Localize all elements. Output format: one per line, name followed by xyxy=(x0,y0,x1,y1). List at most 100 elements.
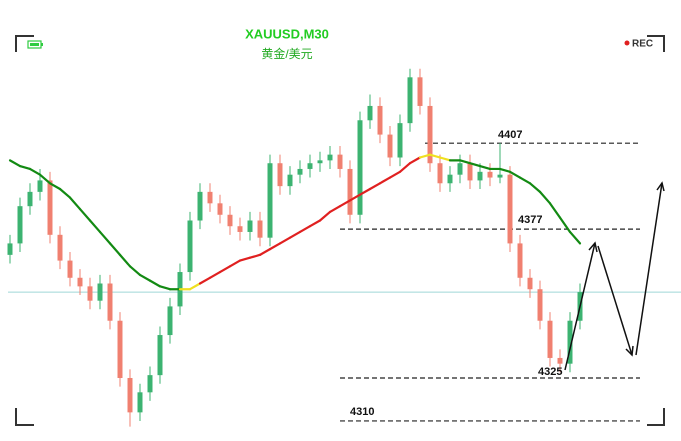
level-label: 4310 xyxy=(350,406,374,418)
candle-body xyxy=(527,277,533,290)
candle-body xyxy=(147,375,153,393)
candle-body xyxy=(447,174,453,184)
moving-average xyxy=(258,248,272,256)
corner xyxy=(15,408,34,426)
moving-average xyxy=(198,276,212,285)
candle-body xyxy=(417,77,423,106)
moving-average xyxy=(298,225,312,234)
candle-body xyxy=(277,163,283,187)
candle-body xyxy=(357,120,363,215)
moving-average xyxy=(518,176,532,185)
moving-average xyxy=(218,265,232,274)
moving-average xyxy=(318,210,332,222)
candle-body xyxy=(197,191,203,221)
candle-body xyxy=(477,171,483,181)
moving-average xyxy=(408,156,422,165)
candle-body xyxy=(347,168,353,215)
moving-average xyxy=(68,196,82,211)
moving-average xyxy=(358,187,372,196)
candle-body xyxy=(7,243,13,255)
corner xyxy=(647,35,665,52)
candle-body xyxy=(557,357,563,364)
moving-average xyxy=(438,156,452,162)
candle-body xyxy=(517,243,523,278)
moving-average xyxy=(498,167,512,173)
moving-average xyxy=(378,176,392,185)
candle-body xyxy=(187,220,193,273)
level-label: 4325 xyxy=(538,366,562,378)
candle-body xyxy=(547,320,553,358)
candle-body xyxy=(247,220,253,232)
moving-average xyxy=(288,230,302,239)
moving-average xyxy=(228,259,242,268)
moving-average xyxy=(428,153,442,159)
candle-body xyxy=(317,160,323,164)
moving-average xyxy=(278,236,292,245)
moving-average xyxy=(158,285,172,291)
candle-body xyxy=(157,335,163,376)
moving-average xyxy=(238,256,252,262)
moving-average xyxy=(78,207,92,222)
candle-body xyxy=(27,191,33,207)
candle-body xyxy=(77,277,83,287)
candle-body xyxy=(67,260,73,278)
moving-average xyxy=(398,162,412,173)
candle-body xyxy=(487,171,493,178)
candle-body xyxy=(537,289,543,321)
candle-body xyxy=(427,105,433,164)
moving-average xyxy=(28,167,42,176)
moving-average xyxy=(468,162,482,168)
moving-average xyxy=(98,230,112,245)
candle-body xyxy=(137,392,143,413)
candle-body xyxy=(227,214,233,227)
candle-body xyxy=(497,174,503,178)
candle-body xyxy=(327,154,333,161)
moving-average xyxy=(248,253,262,259)
chart-subtitle: 黄金/美元 xyxy=(261,46,312,61)
candle-body xyxy=(297,168,303,175)
moving-average xyxy=(208,270,222,279)
moving-average xyxy=(368,182,382,191)
rec-dot xyxy=(624,40,630,46)
moving-average xyxy=(548,202,562,219)
moving-average xyxy=(308,219,322,228)
moving-average xyxy=(388,170,402,179)
candle-body xyxy=(567,320,573,364)
moving-average xyxy=(88,219,102,234)
candle-body xyxy=(87,286,93,301)
candle-body xyxy=(397,123,403,158)
moving-average xyxy=(188,282,202,291)
moving-average xyxy=(118,253,132,268)
moving-average xyxy=(48,182,62,191)
moving-average xyxy=(38,173,52,185)
moving-average xyxy=(508,170,522,179)
candle-body xyxy=(257,220,263,238)
level-label: 4407 xyxy=(498,129,522,141)
candle-body xyxy=(507,174,513,244)
candle-body xyxy=(287,174,293,187)
battery-icon xyxy=(27,40,43,49)
moving-average xyxy=(128,265,142,277)
moving-average xyxy=(268,242,282,251)
candle-body xyxy=(17,206,23,244)
candle-body xyxy=(97,283,103,301)
moving-average xyxy=(418,153,432,159)
moving-average xyxy=(338,199,352,208)
candle-body xyxy=(47,180,53,235)
moving-average xyxy=(138,273,152,282)
candle-body xyxy=(127,378,133,413)
candle-body xyxy=(407,77,413,124)
candle-body xyxy=(457,163,463,175)
moving-average xyxy=(8,159,22,168)
moving-average xyxy=(348,193,362,202)
corner xyxy=(15,35,34,52)
rec-label: REC xyxy=(632,39,653,50)
candle-body xyxy=(437,163,443,184)
moving-average xyxy=(108,242,122,256)
moving-average xyxy=(478,164,492,171)
candle-body xyxy=(267,163,273,238)
candle-body xyxy=(167,306,173,336)
candle-body xyxy=(307,163,313,169)
candle-body xyxy=(237,226,243,232)
